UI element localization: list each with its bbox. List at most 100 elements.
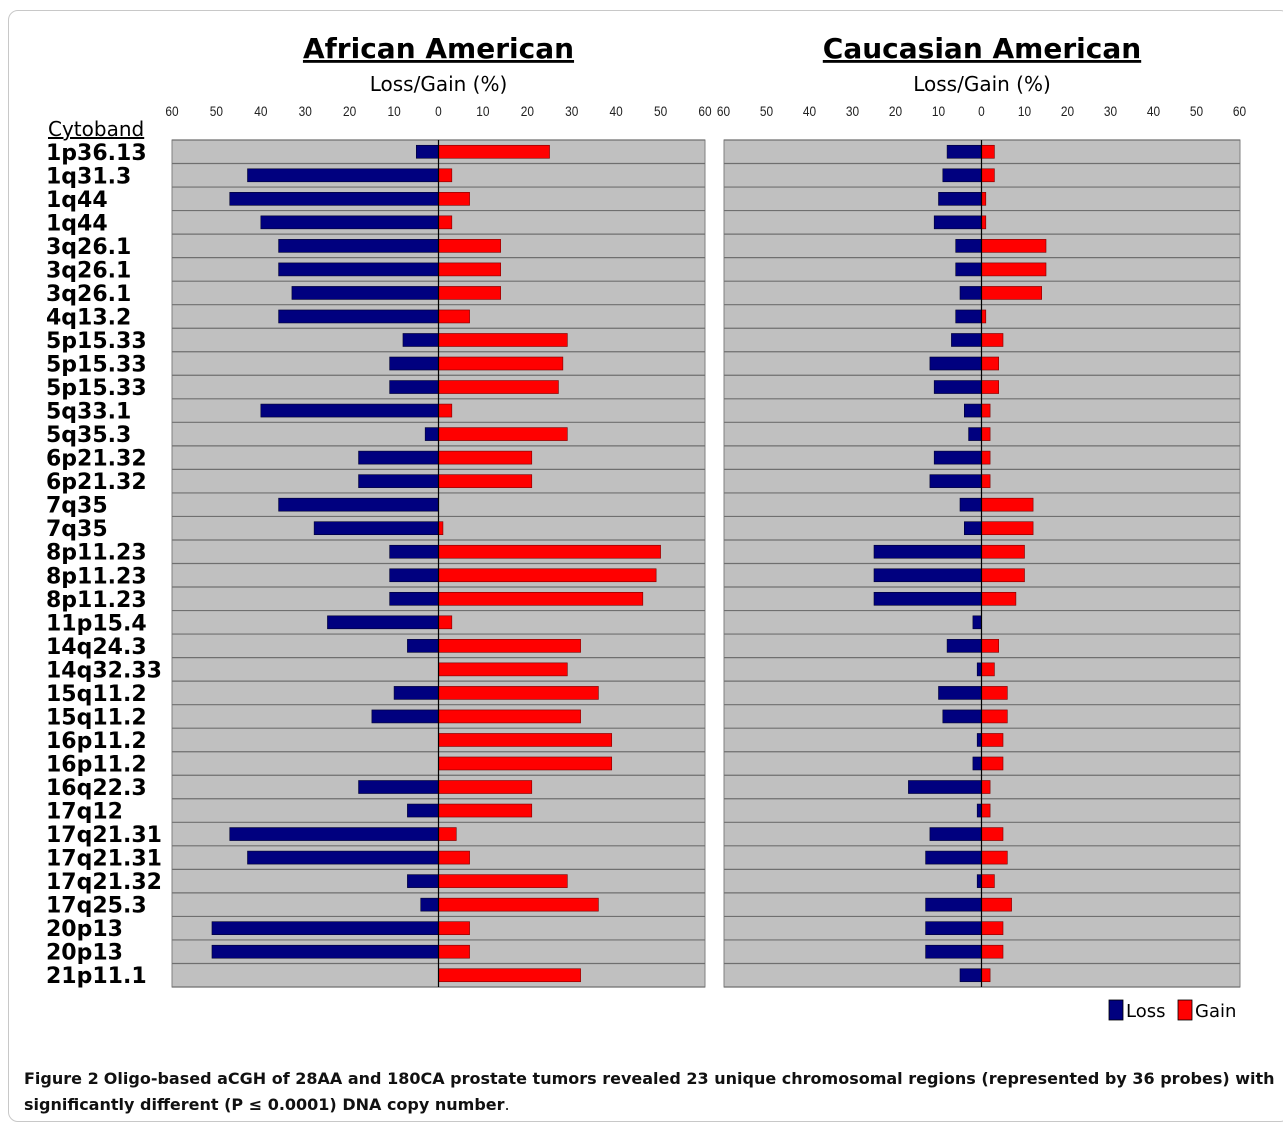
aa-gain-bar bbox=[438, 874, 568, 888]
aa-tick-label: 20 bbox=[343, 103, 356, 119]
ca-gain-bar bbox=[981, 356, 1000, 371]
ca-loss-bar bbox=[873, 568, 982, 583]
cytoband-label: 8p11.23 bbox=[46, 541, 147, 566]
ca-gain-bar bbox=[981, 262, 1047, 277]
ca-gain-bar bbox=[981, 333, 1004, 347]
cytoband-label: 1q44 bbox=[46, 188, 108, 213]
ca-gain-bar bbox=[981, 144, 995, 159]
cytoband-label: 15q11.2 bbox=[46, 705, 147, 730]
cytoband-label: 8p11.23 bbox=[46, 588, 147, 613]
aa-loss-bar bbox=[260, 403, 439, 418]
aa-loss-bar bbox=[211, 921, 439, 935]
cytoband-label: 20p13 bbox=[46, 917, 123, 942]
aa-loss-bar bbox=[229, 192, 439, 206]
ca-gain-bar bbox=[981, 544, 1025, 559]
aa-loss-bar bbox=[389, 356, 439, 371]
ca-loss-bar bbox=[925, 897, 982, 912]
ca-gain-bar bbox=[981, 286, 1043, 300]
aa-tick-label: 10 bbox=[387, 103, 400, 119]
aa-xaxis-label: Loss/Gain (%) bbox=[370, 72, 508, 96]
aa-loss-bar bbox=[260, 215, 439, 230]
ca-loss-bar bbox=[929, 474, 982, 488]
ca-gain-bar bbox=[981, 215, 987, 230]
ca-loss-bar bbox=[925, 944, 982, 959]
aa-gain-bar bbox=[438, 168, 453, 183]
aa-gain-bar bbox=[438, 756, 613, 771]
ca-gain-bar bbox=[981, 450, 991, 465]
cytoband-label: 21p11.1 bbox=[46, 964, 147, 989]
ca-tick-label: 10 bbox=[932, 103, 945, 119]
aa-gain-bar bbox=[438, 615, 453, 630]
aa-loss-bar bbox=[247, 168, 439, 183]
ca-loss-bar bbox=[959, 968, 982, 983]
aa-gain-bar bbox=[438, 450, 533, 465]
aa-loss-bar bbox=[389, 568, 439, 583]
cytoband-label: 1q44 bbox=[46, 211, 108, 236]
aa-loss-bar bbox=[407, 639, 439, 653]
cytoband-label: 1p36.13 bbox=[46, 141, 147, 166]
ca-gain-bar bbox=[981, 403, 991, 418]
ca-gain-bar bbox=[981, 756, 1004, 771]
ca-gain-bar bbox=[981, 474, 991, 488]
ca-loss-bar bbox=[972, 756, 982, 771]
aa-loss-bar bbox=[424, 427, 439, 441]
cytoband-label: 6p21.32 bbox=[46, 470, 147, 495]
cytoband-label: 5q35.3 bbox=[46, 423, 131, 448]
acgh-chart: Cytoband1p36.131q31.31q441q443q26.13q26.… bbox=[46, 32, 1246, 1022]
ca-loss-bar bbox=[925, 850, 982, 865]
ca-loss-bar bbox=[976, 874, 982, 888]
ca-gain-bar bbox=[981, 921, 1004, 935]
aa-gain-bar bbox=[438, 686, 599, 700]
ca-gain-bar bbox=[981, 192, 987, 206]
aa-loss-bar bbox=[358, 780, 439, 794]
ca-tick-label: 20 bbox=[889, 103, 902, 119]
aa-loss-bar bbox=[211, 944, 439, 959]
cytoband-label: 14q32.33 bbox=[46, 658, 162, 683]
cytoband-label: 5q33.1 bbox=[46, 400, 131, 425]
cytoband-label: 17q21.31 bbox=[46, 823, 162, 848]
ca-loss-bar bbox=[972, 615, 982, 630]
aa-gain-bar bbox=[438, 921, 470, 935]
aa-loss-bar bbox=[389, 544, 439, 559]
aa-gain-bar bbox=[438, 827, 457, 841]
cytoband-label: 17q21.31 bbox=[46, 847, 162, 872]
ca-tick-label: 40 bbox=[1147, 103, 1160, 119]
aa-loss-bar bbox=[247, 850, 439, 865]
aa-gain-bar bbox=[438, 944, 470, 959]
aa-gain-bar bbox=[438, 780, 533, 794]
ca-loss-bar bbox=[938, 686, 982, 700]
cytoband-label: 1q31.3 bbox=[46, 164, 131, 189]
aa-gain-bar bbox=[438, 403, 453, 418]
ca-loss-bar bbox=[938, 192, 982, 206]
cytoband-label: 17q12 bbox=[46, 800, 123, 825]
ca-gain-bar bbox=[981, 850, 1008, 865]
aa-tick-label: 20 bbox=[521, 103, 534, 119]
ca-loss-bar bbox=[933, 450, 982, 465]
aa-loss-bar bbox=[420, 897, 439, 912]
aa-gain-bar bbox=[438, 639, 581, 653]
ca-tick-label: 0 bbox=[978, 103, 985, 119]
ca-loss-bar bbox=[959, 286, 982, 300]
aa-tick-label: 50 bbox=[210, 103, 223, 119]
aa-gain-bar bbox=[438, 897, 599, 912]
aa-panel-title: African American bbox=[303, 32, 574, 65]
aa-loss-bar bbox=[291, 286, 439, 300]
ca-loss-bar bbox=[959, 497, 982, 512]
cytoband-label: 7q35 bbox=[46, 517, 108, 542]
ca-tick-label: 50 bbox=[1190, 103, 1203, 119]
ca-loss-bar bbox=[951, 333, 982, 347]
aa-tick-label: 30 bbox=[299, 103, 312, 119]
cytoband-label: 5p15.33 bbox=[46, 329, 147, 354]
aa-gain-bar bbox=[438, 192, 470, 206]
aa-loss-bar bbox=[393, 686, 439, 700]
legend-label-loss: Loss bbox=[1126, 1001, 1165, 1022]
ca-loss-bar bbox=[929, 356, 982, 371]
ca-loss-bar bbox=[976, 803, 982, 818]
aa-gain-bar bbox=[438, 709, 581, 724]
aa-gain-bar bbox=[438, 427, 568, 441]
aa-loss-bar bbox=[278, 262, 439, 277]
aa-gain-bar bbox=[438, 262, 501, 277]
aa-loss-bar bbox=[313, 521, 439, 536]
ca-loss-bar bbox=[955, 262, 982, 277]
cytoband-label: 17q21.32 bbox=[46, 870, 162, 895]
